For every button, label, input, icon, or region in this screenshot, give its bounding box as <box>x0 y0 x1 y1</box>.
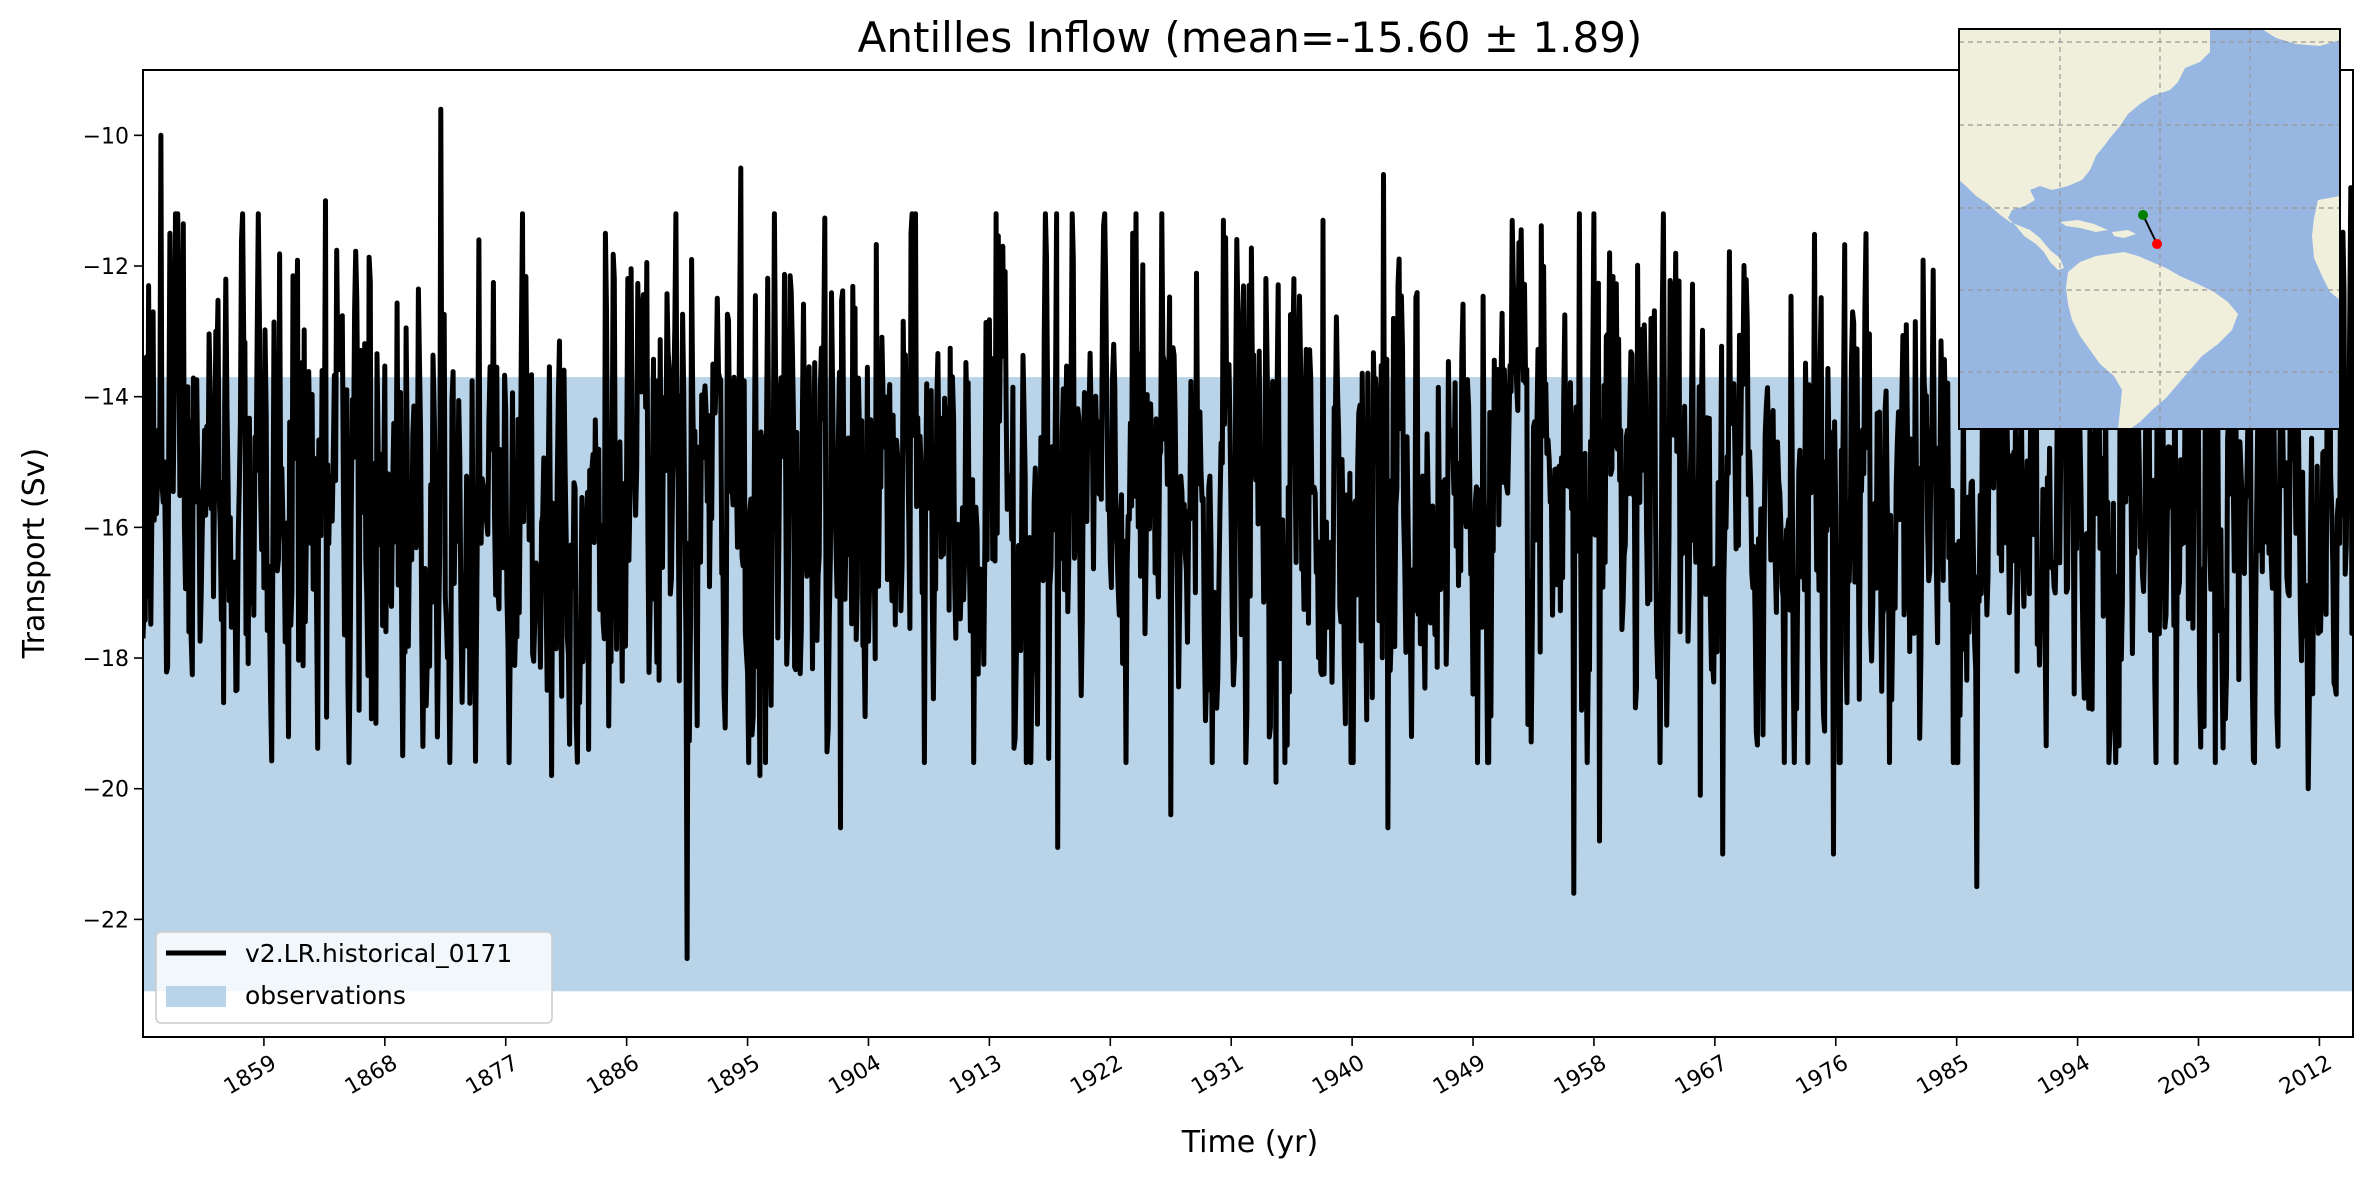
legend-observations-label: observations <box>245 981 406 1010</box>
y-tick-label: −20 <box>83 778 129 803</box>
y-tick-label: −22 <box>83 908 129 933</box>
x-tick-label: 1859 <box>220 1051 281 1101</box>
x-tick-label: 1949 <box>1429 1051 1490 1101</box>
x-tick-label: 1985 <box>1913 1051 1974 1101</box>
map-north-america <box>1959 29 2210 270</box>
legend-box <box>155 931 553 1024</box>
x-tick-label: 1958 <box>1550 1051 1611 1101</box>
map-south-america <box>2066 252 2238 429</box>
inset-map <box>1958 28 2341 430</box>
x-tick-label: 1877 <box>462 1051 523 1101</box>
y-axis: −10 −12 −14 −16 −18 −20 −22 <box>83 124 143 933</box>
y-tick-label: −10 <box>83 124 129 149</box>
x-tick-label: 1886 <box>583 1051 644 1101</box>
map-africa-edge <box>2312 196 2340 300</box>
x-axis-title: Time (yr) <box>1181 1125 1318 1160</box>
x-tick-label: 2003 <box>2155 1051 2216 1101</box>
x-tick-label: 1967 <box>1671 1051 1732 1101</box>
legend-band-swatch <box>166 986 226 1007</box>
y-tick-label: −18 <box>83 647 129 672</box>
x-tick-label: 1994 <box>2034 1051 2095 1101</box>
x-tick-label: 1895 <box>704 1051 765 1101</box>
map-gridlines <box>1959 29 2340 429</box>
x-tick-label: 1913 <box>945 1051 1006 1101</box>
legend-series-label: v2.LR.historical_0171 <box>245 939 512 968</box>
plot-frame <box>142 69 2354 1038</box>
x-tick-label: 1940 <box>1308 1051 1369 1101</box>
x-tick-label: 1904 <box>824 1051 885 1101</box>
x-tick-label: 1931 <box>1187 1051 1248 1101</box>
y-tick-label: −14 <box>83 386 129 411</box>
map-section-start-point <box>2138 210 2148 220</box>
map-cuba <box>2060 220 2108 232</box>
x-tick-label: 1868 <box>341 1051 402 1101</box>
y-axis-title: Transport (Sv) <box>17 448 52 660</box>
x-tick-label: 1976 <box>1792 1051 1853 1101</box>
x-axis: 1859 1868 1877 1886 1895 1904 1913 1922 1931 1940… <box>220 1037 2336 1100</box>
x-tick-label: 1922 <box>1066 1051 1127 1101</box>
x-tick-label: 2012 <box>2275 1051 2336 1101</box>
map-section-line <box>2142 214 2158 245</box>
legend: v2.LR.historical_0171 observations <box>155 931 553 1024</box>
map-hispaniola <box>2112 230 2136 238</box>
map-frame <box>1958 28 2341 430</box>
y-tick-label: −12 <box>83 255 129 280</box>
y-tick-label: −16 <box>83 516 129 541</box>
chart-title: Antilles Inflow (mean=-15.60 ± 1.89) <box>858 13 1643 62</box>
map-section-end-point <box>2152 239 2162 249</box>
